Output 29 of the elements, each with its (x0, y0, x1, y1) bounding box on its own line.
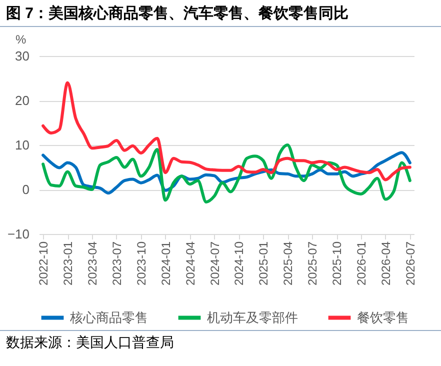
x-tick-label: 2025-01 (256, 241, 271, 286)
legend-label: 核心商品零售 (69, 310, 148, 325)
x-tick-label: 2022-10 (36, 241, 51, 286)
source-note: 数据来源：美国人口普查局 (0, 330, 441, 355)
y-tick-label: 10 (15, 138, 30, 152)
x-tick-label: 2023-01 (61, 241, 76, 286)
y-tick-label: 20 (15, 93, 30, 108)
line-series (42, 144, 412, 204)
y-tick-label: 30 (15, 48, 30, 64)
x-tick-label: 2025-04 (281, 241, 296, 286)
x-tick-label: 2026-04 (378, 241, 393, 286)
y-axis-title: % (16, 32, 26, 46)
x-tick-label: 2024-07 (208, 241, 222, 286)
x-tick-label: 2024-01 (158, 241, 173, 286)
x-tick-label: 2024-10 (232, 241, 246, 286)
line-series (42, 81, 412, 182)
x-tick-label: 2025-10 (330, 241, 344, 286)
x-tick-label: 2023-04 (85, 241, 100, 286)
y-tick-label: 0 (22, 182, 30, 197)
x-tick-label: 2024-04 (183, 241, 198, 286)
x-tick-label: 2026-01 (354, 241, 369, 286)
legend-label: 餐饮零售 (357, 310, 409, 325)
y-tick-label: −10 (7, 226, 30, 242)
legend-label: 机动车及零部件 (207, 310, 298, 325)
x-tick-label: 2025-07 (306, 241, 320, 286)
chart-title: 图 7：美国核心商品零售、汽车零售、餐饮零售同比 (0, 0, 441, 27)
x-tick-label: 2023-10 (134, 241, 148, 286)
x-tick-label: 2023-07 (110, 241, 124, 286)
x-tick-label: 2026-07 (403, 241, 418, 286)
